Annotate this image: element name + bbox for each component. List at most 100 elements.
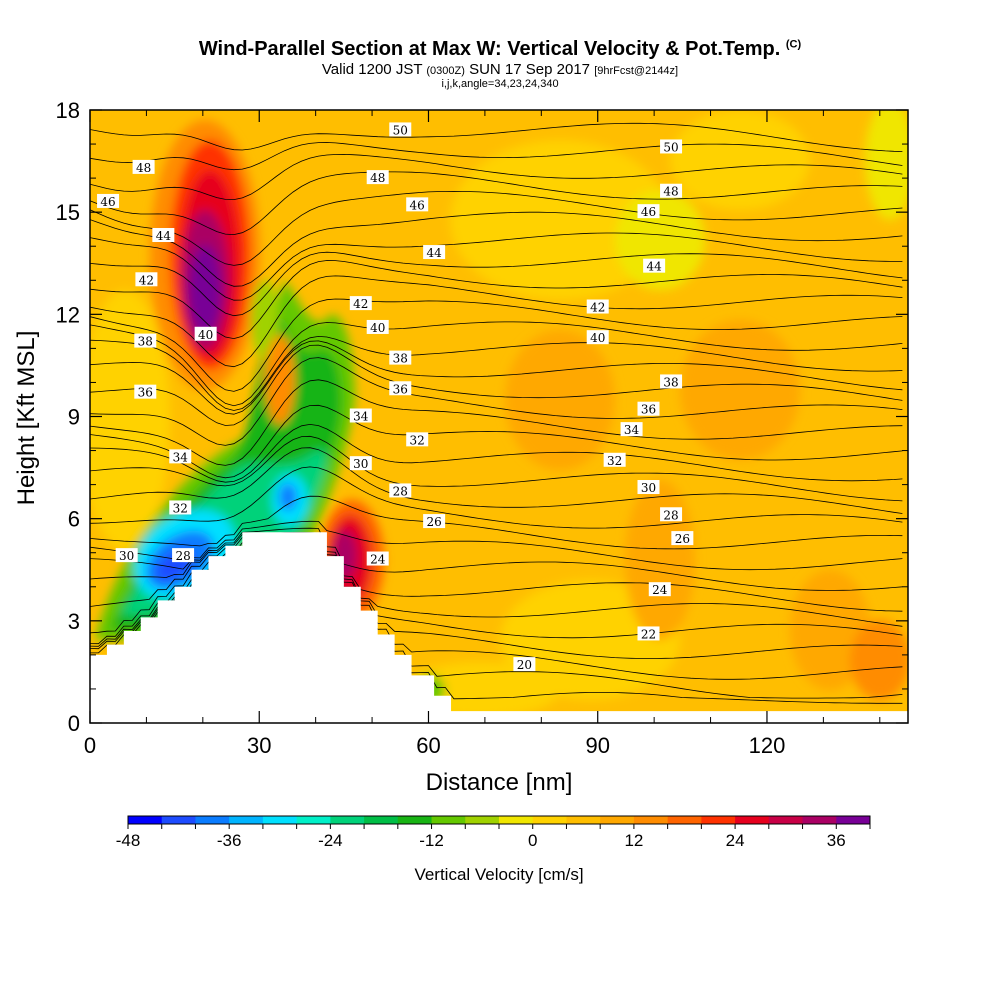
- theta-contour-37: [90, 344, 903, 426]
- colorbar-swatch: [431, 816, 466, 824]
- x-tick-label: 0: [84, 733, 96, 758]
- theta-label-text: 38: [393, 352, 408, 366]
- colorbar-swatch: [600, 816, 635, 824]
- theta-contour-31: [90, 447, 903, 514]
- theta-label: 36: [134, 384, 157, 400]
- theta-contour-46: [90, 211, 903, 287]
- theta-label-text: 30: [353, 457, 368, 471]
- theta-label: 40: [366, 319, 389, 335]
- colorbar-swatch: [532, 816, 567, 824]
- theta-label-text: 32: [607, 454, 622, 468]
- theta-label: 20: [513, 657, 536, 672]
- theta-label: 22: [637, 626, 660, 641]
- theta-label-text: 40: [370, 321, 385, 335]
- theta-label-text: 46: [100, 195, 115, 209]
- theta-label: 42: [135, 272, 158, 287]
- theta-label: 32: [406, 432, 429, 447]
- theta-label-text: 24: [652, 583, 668, 597]
- theta-label-text: 34: [353, 410, 369, 424]
- theta-label: 46: [406, 197, 429, 212]
- theta-label: 46: [637, 204, 660, 219]
- valid-date: SUN 17 Sep 2017: [469, 61, 591, 78]
- theta-label: 28: [172, 548, 195, 563]
- colorbar-tick-label: -12: [419, 831, 444, 850]
- colorbar-tick-label: 36: [827, 831, 846, 850]
- colorbar-swatch: [836, 816, 871, 824]
- colorbar-swatch: [330, 816, 365, 824]
- theta-label: 42: [349, 296, 372, 311]
- colorbar-swatch: [161, 816, 196, 824]
- theta-label: 42: [586, 299, 609, 315]
- theta-contour-47: [90, 190, 903, 266]
- x-tick-label: 120: [749, 733, 786, 758]
- theta-label: 50: [660, 139, 683, 154]
- theta-contour-45: [90, 232, 903, 301]
- theta-label: 38: [389, 350, 412, 366]
- theta-contour-34: [90, 404, 903, 479]
- theta-contour-41: [90, 298, 903, 392]
- theta-label: 26: [423, 514, 446, 529]
- y-axis-title: Height [Kft MSL]: [13, 331, 40, 506]
- theta-contour-32: [90, 435, 903, 502]
- y-tick-label: 18: [56, 98, 80, 123]
- theta-contour-28: [90, 520, 903, 571]
- theta-contour-27: [90, 527, 903, 591]
- theta-label-text: 30: [641, 481, 656, 495]
- theta-label: 44: [643, 258, 666, 274]
- colorbar-tick-label: 24: [726, 831, 745, 850]
- theta-contour-33: [90, 423, 903, 483]
- colorbar-swatch: [633, 816, 669, 824]
- colorbar-swatch: [735, 816, 770, 824]
- theta-label-text: 20: [517, 658, 532, 672]
- theta-label-text: 36: [393, 382, 408, 396]
- theta-label: 24: [366, 551, 389, 567]
- colorbar: -48 -36 -24 -12 0 12 24 36: [116, 815, 871, 850]
- theta-label-text: 26: [675, 532, 690, 546]
- theta-contour-36: [90, 357, 903, 446]
- theta-label-text: 40: [590, 331, 605, 345]
- theta-label: 36: [389, 381, 412, 396]
- theta-label-text: 34: [624, 423, 640, 437]
- y-tick-label: 15: [56, 200, 80, 225]
- colorbar-swatch: [701, 816, 736, 824]
- y-tick-label: 6: [68, 507, 80, 532]
- terrain-mask: [90, 532, 908, 723]
- colorbar-swatch: [397, 816, 433, 824]
- theta-label: 26: [671, 531, 694, 546]
- theta-label-text: 34: [173, 450, 189, 464]
- theta-label: 40: [194, 326, 217, 342]
- theta-label-text: 40: [198, 328, 213, 342]
- forecast-info: [9hrFcst@2144z]: [594, 65, 679, 77]
- chart-indices: i,j,k,angle=34,23,24,340: [441, 78, 559, 90]
- theta-contour-29: [90, 495, 903, 550]
- theta-contour-51: [90, 122, 903, 152]
- theta-label: 44: [152, 228, 175, 243]
- theta-contour-38: [90, 340, 903, 415]
- theta-contour-39: [90, 335, 903, 411]
- theta-label-text: 28: [393, 484, 408, 498]
- theta-label-text: 24: [370, 553, 386, 567]
- theta-label: 32: [603, 452, 626, 468]
- theta-label: 30: [115, 548, 138, 563]
- colorbar-tick-label: -24: [318, 831, 343, 850]
- theta-label-text: 44: [646, 260, 662, 274]
- theta-label-text: 48: [370, 171, 385, 185]
- theta-label: 36: [637, 401, 660, 417]
- valid-utc: (0300Z): [426, 65, 465, 77]
- theta-label-text: 50: [663, 140, 678, 154]
- theta-label: 48: [366, 170, 389, 185]
- vertical-velocity-field: [90, 110, 908, 718]
- theta-contour-30: [90, 466, 903, 529]
- theta-label-text: 46: [641, 205, 656, 219]
- colorbar-swatch: [499, 816, 534, 824]
- chart-title: Wind-Parallel Section at Max W: Vertical…: [198, 38, 802, 60]
- chart-subtitle: Valid 1200 JST (0300Z) SUN 17 Sep 2017 […: [321, 61, 679, 78]
- theta-label-text: 42: [353, 297, 368, 311]
- x-tick-label: 60: [416, 733, 440, 758]
- theta-label: 46: [97, 193, 120, 209]
- colorbar-swatch: [262, 816, 298, 824]
- theta-label: 24: [648, 582, 671, 597]
